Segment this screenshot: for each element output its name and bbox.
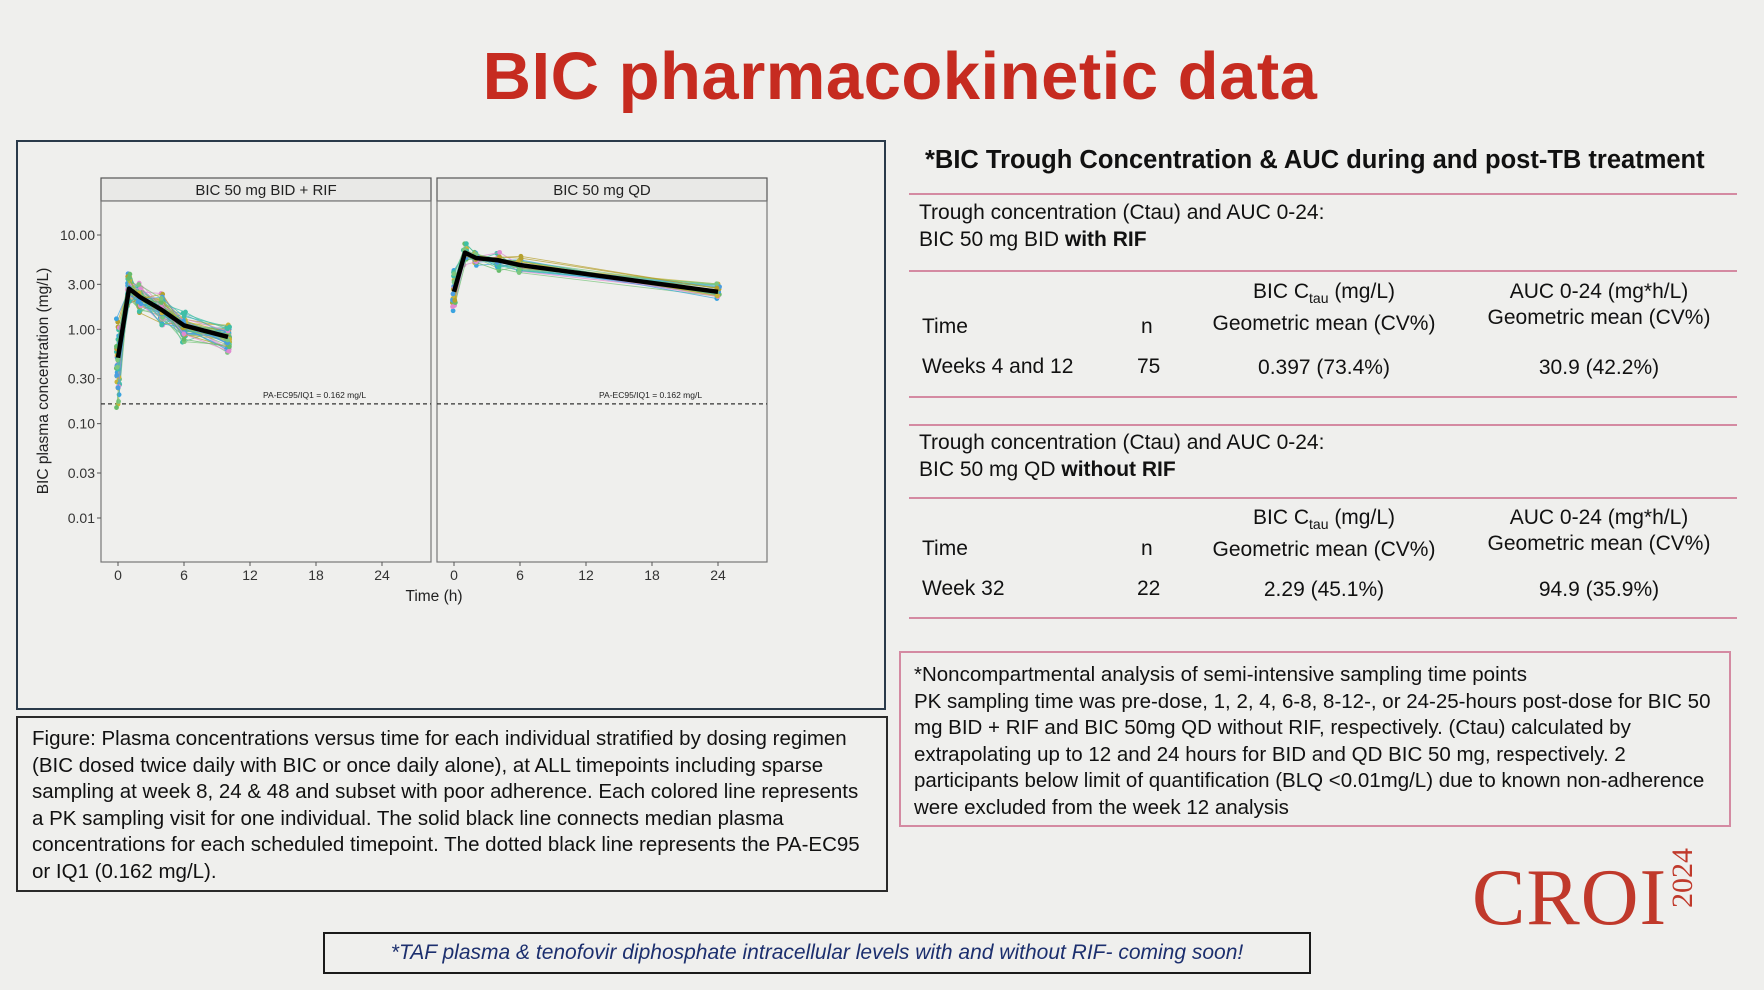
individual-point xyxy=(226,348,232,354)
panel-title: BIC 50 mg QD xyxy=(553,182,651,199)
row-auc: 94.9 (35.9%) xyxy=(1538,578,1660,601)
individual-point xyxy=(126,275,132,281)
median-line xyxy=(115,286,229,359)
individual-point xyxy=(450,291,456,297)
row-n: 22 xyxy=(1137,577,1161,600)
table-heading-line1: Trough concentration (Ctau) and AUC 0-24… xyxy=(919,201,1325,224)
footer-note: *TAF plasma & tenofovir diphosphate intr… xyxy=(323,932,1311,974)
col-n-header: n xyxy=(1141,537,1153,560)
col-ctau-header: BIC Ctau (mg/L) Geometric mean (CV%) xyxy=(1212,506,1436,562)
individual-line xyxy=(117,297,228,370)
individual-point xyxy=(714,281,720,287)
y-tick-label: 10.00 xyxy=(60,227,95,243)
individual-point xyxy=(159,322,165,328)
table-divider xyxy=(909,424,1737,426)
individual-point xyxy=(114,405,119,410)
table-divider xyxy=(909,396,1737,398)
y-tick-label: 0.03 xyxy=(68,465,95,481)
individual-point xyxy=(517,266,522,272)
individual-point xyxy=(452,297,458,303)
slide-title: BIC pharmacokinetic data xyxy=(482,39,1318,114)
table-qd-without-rif: Trough concentration (Ctau) and AUC 0-24… xyxy=(909,424,1737,624)
table-divider xyxy=(909,270,1737,272)
row-time: Week 32 xyxy=(922,577,1005,600)
col-time-header: Time xyxy=(922,537,968,560)
individual-point xyxy=(518,255,524,261)
table-divider xyxy=(909,617,1737,619)
individual-point xyxy=(160,315,165,320)
right-heading: *BIC Trough Concentration & AUC during a… xyxy=(925,146,1705,174)
notes-line1: *Noncompartmental analysis of semi-inten… xyxy=(914,663,1527,686)
notes-body: PK sampling time was pre-dose, 1, 2, 4, … xyxy=(914,689,1711,819)
individual-point xyxy=(136,309,142,314)
median-line xyxy=(451,250,719,295)
table-divider xyxy=(909,193,1737,195)
col-time-header: Time xyxy=(922,315,968,338)
individual-point xyxy=(714,293,720,299)
table-heading-line1: Trough concentration (Ctau) and AUC 0-24… xyxy=(919,431,1325,454)
col-auc-header: AUC 0-24 (mg*h/L) Geometric mean (CV%) xyxy=(1487,280,1711,329)
panel-title: BIC 50 mg BID + RIF xyxy=(195,182,336,199)
col-n-header: n xyxy=(1141,315,1153,338)
individual-point xyxy=(180,310,186,316)
individual-point xyxy=(114,364,120,370)
x-tick-label: 6 xyxy=(516,567,524,583)
table-divider xyxy=(909,497,1737,499)
individual-point xyxy=(127,271,133,277)
individual-point xyxy=(496,264,502,270)
figure-panel: BIC 50 mg BID + RIF 0 6 12 18 24 PA-EC95/IQ1 =… xyxy=(16,140,886,710)
individual-point xyxy=(450,308,456,314)
x-tick-label: 18 xyxy=(308,567,324,583)
croi-logo: CROI xyxy=(1472,854,1668,942)
individual-point xyxy=(158,295,164,301)
x-tick-label: 0 xyxy=(450,567,458,583)
individual-point xyxy=(497,249,503,255)
col-auc-header: AUC 0-24 (mg*h/L) Geometric mean (CV%) xyxy=(1487,506,1711,555)
threshold-label: PA-EC95/IQ1 = 0.162 mg/L xyxy=(599,390,702,400)
individual-point xyxy=(226,344,232,350)
individual-point xyxy=(450,304,455,310)
threshold-label: PA-EC95/IQ1 = 0.162 mg/L xyxy=(263,390,366,400)
y-tick-label: 0.10 xyxy=(68,416,95,432)
pk-chart: BIC 50 mg BID + RIF 0 6 12 18 24 PA-EC95/IQ1 =… xyxy=(35,177,768,605)
methods-notes: *Noncompartmental analysis of semi-inten… xyxy=(899,651,1731,827)
individual-point xyxy=(225,326,230,332)
panel-frame xyxy=(100,200,432,563)
x-tick-label: 24 xyxy=(710,567,726,583)
individual-point xyxy=(181,331,187,337)
individual-point xyxy=(113,316,119,322)
y-tick-label: 1.00 xyxy=(68,321,95,337)
row-n: 75 xyxy=(1137,355,1161,378)
y-tick-label: 0.01 xyxy=(68,510,95,526)
row-ctau: 2.29 (45.1%) xyxy=(1263,578,1385,601)
x-tick-label: 12 xyxy=(242,567,258,583)
x-tick-label: 18 xyxy=(644,567,660,583)
individual-point xyxy=(181,336,187,342)
y-tick-label: 3.00 xyxy=(68,276,95,292)
row-ctau: 0.397 (73.4%) xyxy=(1258,356,1390,379)
table-heading-line2: BIC 50 mg QD without RIF xyxy=(919,458,1176,481)
individual-point xyxy=(158,300,164,305)
croi-logo-year: 2024 xyxy=(1666,848,1699,908)
col-ctau-header: BIC Ctau (mg/L) Geometric mean (CV%) xyxy=(1212,280,1436,336)
individual-point xyxy=(115,385,121,391)
table-bid-with-rif: Trough concentration (Ctau) and AUC 0-24… xyxy=(909,193,1737,401)
x-tick-label: 0 xyxy=(114,567,122,583)
y-tick-label: 0.30 xyxy=(68,371,95,387)
x-tick-label: 6 xyxy=(180,567,188,583)
x-tick-label: 12 xyxy=(578,567,594,583)
x-tick-label: 24 xyxy=(374,567,390,583)
individual-point xyxy=(136,282,142,287)
individual-point xyxy=(463,241,469,247)
individual-point xyxy=(451,271,457,277)
x-axis-label: Time (h) xyxy=(405,588,462,605)
y-axis-label: BIC plasma concentration (mg/L) xyxy=(35,268,52,495)
row-auc: 30.9 (42.2%) xyxy=(1538,356,1660,379)
individual-point xyxy=(114,373,120,378)
figure-caption: Figure: Plasma concentrations versus tim… xyxy=(16,716,888,892)
row-time: Weeks 4 and 12 xyxy=(922,355,1074,378)
table-heading-line2: BIC 50 mg BID with RIF xyxy=(919,228,1147,251)
